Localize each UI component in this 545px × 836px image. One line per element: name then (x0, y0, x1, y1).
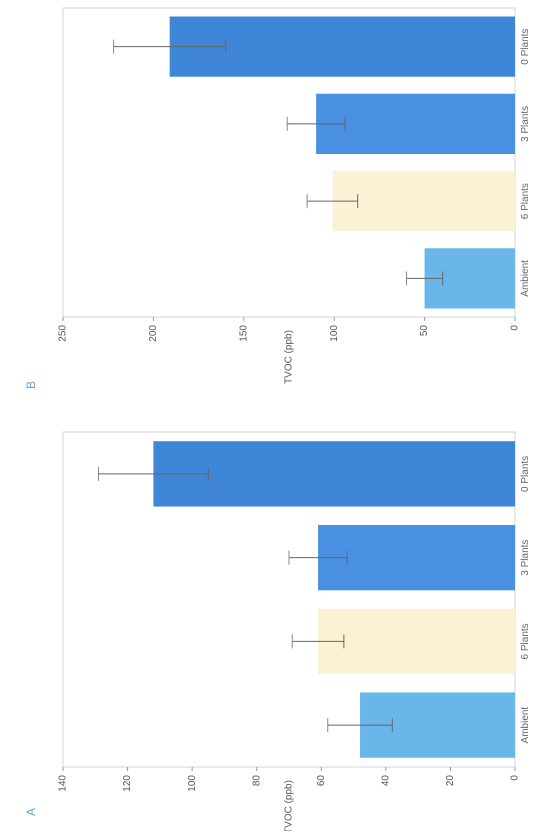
plot-frame (62, 7, 516, 318)
category-label: Ambient (520, 707, 531, 744)
tick-label: 120 (122, 775, 133, 792)
category-label: 3 Plants (520, 540, 531, 576)
tick-label: 100 (187, 775, 198, 792)
bar-6-plants (332, 170, 515, 232)
tick-label: 80 (251, 775, 262, 787)
panel-label: A (24, 808, 38, 816)
bar-0-plants (169, 16, 515, 77)
chart-panel-b: 0 Plants 3 Plants 6 Plants Ambient 0 50 100 150… (24, 7, 531, 389)
category-label: 3 Plants (520, 106, 531, 142)
tick-label: 200 (148, 325, 159, 342)
tick-label: 40 (380, 775, 391, 787)
tick-label: 0 (510, 775, 521, 781)
bar-3-plants (318, 524, 515, 591)
bar-3-plants (316, 93, 515, 155)
category-label: 6 Plants (520, 183, 531, 219)
category-label: 6 Plants (520, 623, 531, 659)
bar-0-plants (153, 441, 515, 507)
category-label: 0 Plants (520, 29, 531, 65)
tick-label: 100 (329, 325, 340, 342)
category-label: 0 Plants (520, 456, 531, 492)
y-axis-label: TVOC (ppb) (284, 780, 295, 831)
category-label: Ambient (520, 260, 531, 297)
tick-label: 20 (445, 775, 456, 787)
chart-panel-a: 0 Plants 3 Plants 6 Plants Ambient 0 20 40 60 80… (24, 431, 531, 834)
tick-label: 0 (510, 325, 521, 331)
plot-frame (62, 431, 516, 768)
panel-label: B (24, 381, 38, 389)
bar-6-plants (318, 608, 515, 675)
tick-label: 140 (58, 775, 69, 792)
tick-label: 60 (316, 775, 327, 787)
tick-label: 250 (58, 325, 69, 342)
y-axis-label: TVOC (ppb) (284, 330, 295, 384)
tick-label: 150 (238, 325, 249, 342)
tick-label: 50 (419, 325, 430, 337)
